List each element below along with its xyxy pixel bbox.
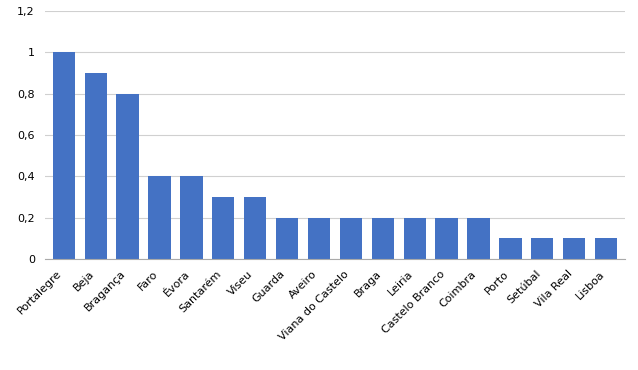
Bar bbox=[276, 218, 298, 259]
Bar bbox=[563, 238, 586, 259]
Bar bbox=[499, 238, 521, 259]
Bar bbox=[371, 218, 394, 259]
Bar bbox=[339, 218, 362, 259]
Bar bbox=[148, 176, 170, 259]
Bar bbox=[180, 176, 202, 259]
Bar bbox=[244, 197, 267, 259]
Bar bbox=[531, 238, 553, 259]
Bar bbox=[595, 238, 617, 259]
Bar bbox=[467, 218, 490, 259]
Bar bbox=[404, 218, 426, 259]
Bar bbox=[52, 53, 75, 259]
Bar bbox=[84, 73, 107, 259]
Bar bbox=[308, 218, 330, 259]
Bar bbox=[212, 197, 235, 259]
Bar bbox=[435, 218, 457, 259]
Bar bbox=[116, 94, 138, 259]
